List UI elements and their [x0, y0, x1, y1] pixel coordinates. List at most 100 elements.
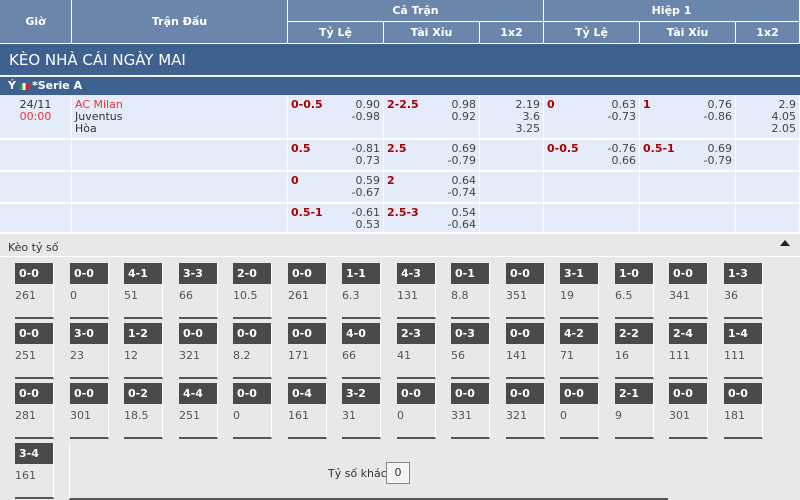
odds-value[interactable]: -0.79 [703, 154, 732, 167]
odds-value[interactable]: 0.69 [707, 142, 733, 155]
odds-value[interactable]: 0.64 [451, 174, 477, 187]
score-card[interactable]: 4-3 131 [397, 263, 436, 319]
score-card[interactable]: 0-0 281 [15, 383, 54, 439]
odds-value[interactable]: -0.73 [607, 110, 636, 123]
score-card[interactable]: 3-3 66 [179, 263, 218, 319]
time-cell [0, 140, 72, 172]
score-card[interactable]: 0-0 301 [669, 383, 708, 439]
odds-value[interactable]: 0.66 [611, 154, 637, 167]
odds-value[interactable]: 0.53 [355, 218, 381, 231]
score-card[interactable]: 0-0 331 [451, 383, 490, 439]
odds-value[interactable]: -0.98 [351, 110, 380, 123]
odds-value[interactable]: 0.98 [451, 98, 477, 111]
odds-value[interactable]: 0.90 [355, 98, 381, 111]
score-card[interactable]: 0-0 261 [15, 263, 54, 319]
score-card[interactable]: 0-0 261 [288, 263, 327, 319]
score-section-title[interactable]: Kèo tỷ số [8, 241, 59, 254]
score-odds: 31 [342, 409, 356, 422]
odds-value[interactable]: -0.86 [703, 110, 732, 123]
score-card[interactable]: 1-0 6.5 [615, 263, 654, 319]
odds-value[interactable]: 4.05 [771, 110, 797, 123]
score-odds: 261 [288, 289, 309, 302]
score-card[interactable]: 2-4 111 [669, 323, 708, 379]
other-score-value[interactable]: 0 [386, 462, 410, 484]
odds-value[interactable]: 0.69 [451, 142, 477, 155]
score-card[interactable]: 4-4 251 [179, 383, 218, 439]
odds-value[interactable]: 0.54 [451, 206, 477, 219]
odds-value[interactable]: -0.81 [351, 142, 380, 155]
score-card[interactable]: 1-4 111 [724, 323, 763, 379]
score-card[interactable]: 1-1 6.3 [342, 263, 381, 319]
score-card[interactable]: 3-0 23 [70, 323, 109, 379]
caret-up-icon[interactable] [780, 240, 790, 246]
score-card[interactable]: 2-3 41 [397, 323, 436, 379]
score-card[interactable]: 1-2 12 [124, 323, 163, 379]
match-cell [72, 172, 288, 204]
header-h1-ty-le: Tỷ Lệ [544, 22, 640, 44]
odds-value[interactable]: 3.25 [515, 122, 541, 135]
home-team[interactable]: AC Milan [75, 98, 123, 111]
score-card[interactable]: 2-1 9 [615, 383, 654, 439]
score-card[interactable]: 0-0 321 [179, 323, 218, 379]
score-card[interactable]: 0-0 0 [233, 383, 272, 439]
score-card[interactable]: 3-4 161 [15, 443, 54, 499]
h1-over-under-line: 0.5-1 [643, 142, 675, 155]
score-card[interactable]: 0-0 301 [70, 383, 109, 439]
score-label: 0-0 [233, 323, 271, 344]
odds-value[interactable]: 0.92 [451, 110, 477, 123]
league-row[interactable]: Ý *Serie A [0, 77, 800, 95]
score-label: 0-0 [70, 263, 108, 284]
odds-value[interactable]: 0.63 [611, 98, 637, 111]
away-team[interactable]: Juventus [75, 110, 123, 123]
header-ft-ty-le: Tỷ Lệ [288, 22, 384, 44]
score-card[interactable]: 0-0 0 [397, 383, 436, 439]
score-odds: 9 [615, 409, 622, 422]
score-label: 3-2 [342, 383, 380, 404]
score-card[interactable]: 0-0 171 [288, 323, 327, 379]
score-label: 0-0 [506, 383, 544, 404]
odds-value[interactable]: -0.64 [447, 218, 476, 231]
score-odds: 71 [560, 349, 574, 362]
score-label: 0-0 [669, 263, 707, 284]
score-card[interactable]: 2-2 16 [615, 323, 654, 379]
odds-value[interactable]: -0.61 [351, 206, 380, 219]
score-odds: 171 [288, 349, 309, 362]
odds-value[interactable]: 0.59 [355, 174, 381, 187]
score-card[interactable]: 0-0 251 [15, 323, 54, 379]
score-card[interactable]: 3-1 19 [560, 263, 599, 319]
odds-value[interactable]: -0.76 [607, 142, 636, 155]
score-card[interactable]: 4-1 51 [124, 263, 163, 319]
score-card[interactable]: 0-0 0 [70, 263, 109, 319]
score-card[interactable]: 4-2 71 [560, 323, 599, 379]
odds-value[interactable]: 2.9 [778, 98, 797, 111]
odds-value[interactable]: -0.79 [447, 154, 476, 167]
score-card[interactable]: 0-0 8.2 [233, 323, 272, 379]
score-card[interactable]: 0-4 161 [288, 383, 327, 439]
odds-value[interactable]: 3.6 [522, 110, 541, 123]
score-card[interactable]: 1-3 36 [724, 263, 763, 319]
score-card[interactable]: 2-0 10.5 [233, 263, 272, 319]
odds-value[interactable]: 2.05 [771, 122, 797, 135]
odds-value[interactable]: 0.73 [355, 154, 381, 167]
score-card[interactable]: 0-0 321 [506, 383, 545, 439]
score-card[interactable]: 0-0 181 [724, 383, 763, 439]
odds-value[interactable]: -0.67 [351, 186, 380, 199]
ft-handicap-line: 0 [291, 174, 299, 187]
score-card[interactable]: 0-0 141 [506, 323, 545, 379]
score-card[interactable]: 0-1 8.8 [451, 263, 490, 319]
score-card[interactable]: 0-0 351 [506, 263, 545, 319]
score-label: 0-0 [506, 263, 544, 284]
score-label: 0-0 [15, 383, 53, 404]
score-card[interactable]: 0-3 56 [451, 323, 490, 379]
score-card[interactable]: 0-0 0 [560, 383, 599, 439]
odds-value[interactable]: 2.19 [515, 98, 541, 111]
odds-value[interactable]: -0.74 [447, 186, 476, 199]
score-card[interactable]: 0-2 18.5 [124, 383, 163, 439]
score-card[interactable]: 3-2 31 [342, 383, 381, 439]
score-card[interactable]: 4-0 66 [342, 323, 381, 379]
score-odds: 8.8 [451, 289, 469, 302]
score-card[interactable]: 0-0 341 [669, 263, 708, 319]
ft-handicap: 0.5-1 -0.61 0.53 [288, 204, 384, 234]
odds-value[interactable]: 0.76 [707, 98, 733, 111]
score-label: 0-0 [560, 383, 598, 404]
